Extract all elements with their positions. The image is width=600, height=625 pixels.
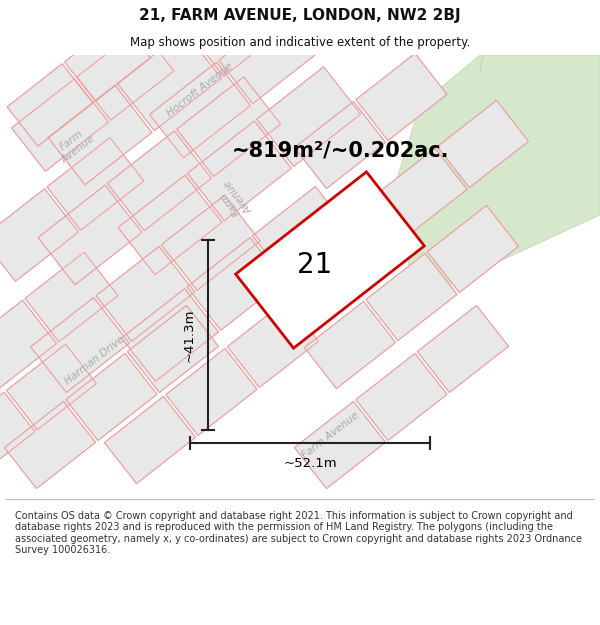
- Text: Farm Avenue: Farm Avenue: [299, 410, 361, 460]
- Polygon shape: [7, 344, 97, 430]
- Text: ~52.1m: ~52.1m: [283, 457, 337, 470]
- Polygon shape: [356, 53, 447, 141]
- Polygon shape: [77, 28, 174, 120]
- Polygon shape: [122, 289, 218, 381]
- Text: Map shows position and indicative extent of the property.: Map shows position and indicative extent…: [130, 36, 470, 49]
- Polygon shape: [118, 175, 222, 275]
- Polygon shape: [395, 55, 600, 300]
- Polygon shape: [177, 77, 281, 176]
- Polygon shape: [66, 353, 157, 441]
- Polygon shape: [118, 31, 221, 131]
- Polygon shape: [314, 196, 406, 284]
- Polygon shape: [288, 0, 389, 49]
- Polygon shape: [253, 186, 349, 279]
- Polygon shape: [295, 401, 386, 489]
- Polygon shape: [38, 185, 142, 285]
- Polygon shape: [187, 121, 292, 221]
- Text: ~41.3m: ~41.3m: [183, 308, 196, 362]
- Polygon shape: [0, 189, 79, 281]
- Polygon shape: [227, 301, 319, 388]
- Polygon shape: [96, 246, 195, 341]
- Polygon shape: [107, 131, 211, 231]
- Polygon shape: [0, 392, 35, 478]
- Polygon shape: [4, 401, 95, 489]
- Polygon shape: [104, 396, 196, 484]
- Polygon shape: [236, 172, 424, 348]
- Polygon shape: [11, 79, 109, 171]
- Polygon shape: [31, 298, 130, 392]
- Polygon shape: [257, 67, 361, 166]
- Polygon shape: [48, 85, 152, 185]
- Polygon shape: [356, 353, 447, 441]
- Polygon shape: [25, 253, 118, 342]
- Text: Harman Drive: Harman Drive: [64, 334, 127, 386]
- Polygon shape: [187, 238, 284, 330]
- Polygon shape: [376, 148, 467, 236]
- Polygon shape: [0, 300, 56, 390]
- Polygon shape: [295, 101, 386, 189]
- Text: 21: 21: [298, 251, 332, 279]
- Polygon shape: [7, 64, 93, 146]
- Text: Hocroft Avenue: Hocroft Avenue: [165, 61, 235, 119]
- Text: 21, FARM AVENUE, LONDON, NW2 2BJ: 21, FARM AVENUE, LONDON, NW2 2BJ: [139, 8, 461, 23]
- Text: Contains OS data © Crown copyright and database right 2021. This information is : Contains OS data © Crown copyright and d…: [15, 511, 582, 556]
- Polygon shape: [65, 19, 151, 101]
- Polygon shape: [149, 62, 250, 158]
- Polygon shape: [219, 8, 320, 104]
- Polygon shape: [161, 196, 260, 290]
- Polygon shape: [47, 138, 144, 230]
- Polygon shape: [304, 301, 395, 389]
- Polygon shape: [437, 101, 529, 188]
- Text: Farm
Avenue: Farm Avenue: [214, 178, 256, 222]
- Polygon shape: [366, 253, 457, 341]
- Polygon shape: [187, 0, 290, 76]
- Polygon shape: [418, 306, 508, 392]
- Polygon shape: [427, 206, 518, 292]
- Text: Farm
Avenue: Farm Avenue: [53, 124, 97, 166]
- Text: ~819m²/~0.202ac.: ~819m²/~0.202ac.: [231, 140, 449, 160]
- Polygon shape: [127, 306, 218, 392]
- Polygon shape: [166, 348, 257, 436]
